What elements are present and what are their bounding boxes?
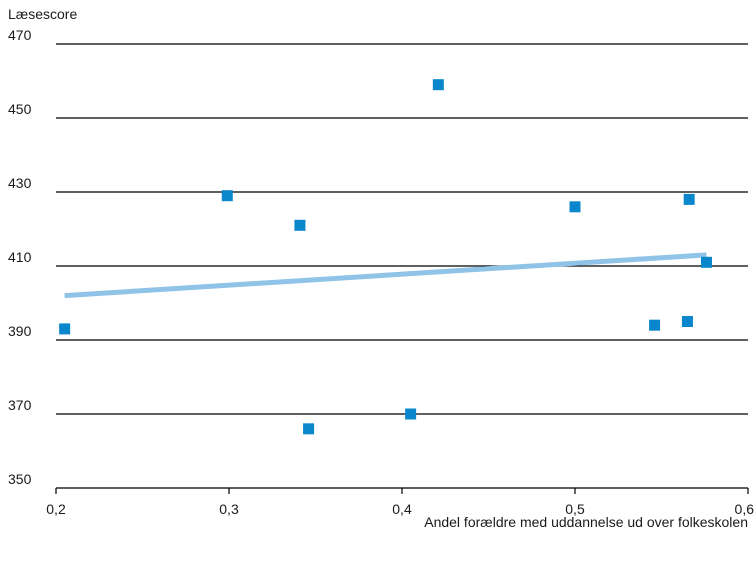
y-tick-label: 450 (8, 101, 32, 117)
x-tick-label: 0,2 (46, 501, 66, 517)
data-point (700, 256, 712, 268)
x-tick-label: 0,5 (565, 501, 585, 517)
x-tick-label: 0,3 (219, 501, 239, 517)
data-point (59, 323, 71, 335)
trendline-group (64, 252, 707, 299)
data-point (683, 193, 695, 205)
data-points (59, 79, 712, 435)
x-tick-labels: 0,2 0,3 0,4 0,5 0,6 (46, 501, 754, 517)
y-tick-labels: 350 370 390 410 430 450 470 (8, 27, 32, 487)
data-point (569, 201, 581, 213)
y-tick-label: 430 (8, 175, 32, 191)
gridlines (55, 43, 749, 494)
data-point (294, 219, 306, 231)
y-tick-label: 470 (8, 27, 32, 43)
data-point (681, 316, 693, 327)
y-tick-label: 410 (8, 249, 32, 265)
y-tick-label: 350 (8, 471, 32, 487)
x-axis-title: Andel forældre med uddannelse ud over fo… (424, 514, 748, 530)
data-point (303, 423, 315, 435)
x-tick-label: 0,4 (392, 501, 412, 517)
y-axis-title: Læsescore (8, 6, 78, 22)
x-tick-label: 0,6 (735, 501, 755, 517)
data-point (221, 190, 233, 202)
data-point (649, 319, 661, 331)
y-tick-label: 370 (8, 397, 32, 413)
data-point (405, 408, 417, 420)
trendline (64, 252, 707, 299)
data-point (432, 79, 444, 91)
y-tick-label: 390 (8, 323, 32, 339)
